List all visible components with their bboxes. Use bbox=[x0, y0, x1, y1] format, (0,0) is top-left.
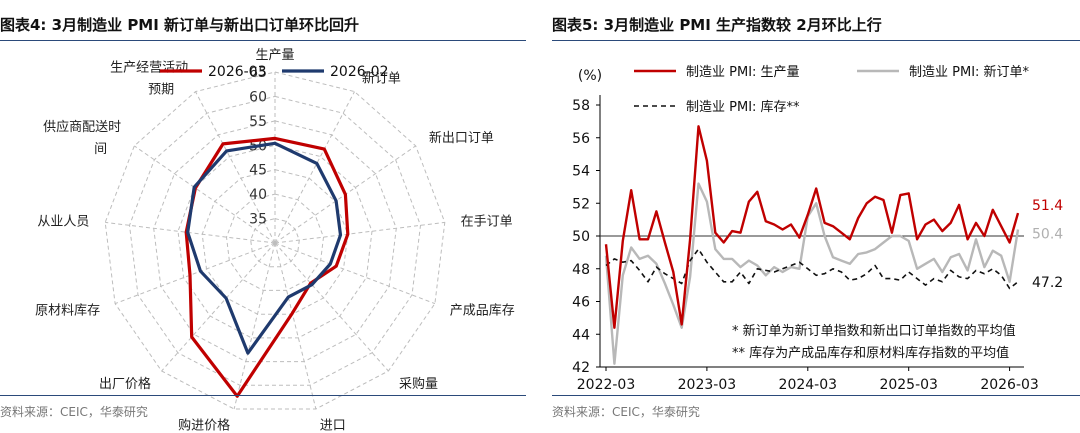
radar-axis-label: 采购量 bbox=[399, 376, 438, 392]
radar-axis-label: 购进价格 bbox=[178, 418, 230, 433]
radar-axis-label: 生产量 bbox=[255, 48, 294, 63]
x-tick-label: 2022-03 bbox=[577, 377, 636, 393]
radar-ring-label: 60 bbox=[249, 89, 267, 105]
radar-axis-label: 新出口订单 bbox=[429, 130, 494, 146]
line-legend-label: 制造业 PMI: 库存** bbox=[686, 99, 800, 115]
right-figure-title: 图表5: 3月制造业 PMI 生产指数较 2月环比上行 bbox=[552, 16, 882, 34]
radar-spoke bbox=[274, 242, 389, 372]
series-end-label: 50.4 bbox=[1032, 227, 1063, 243]
radar-axis-label: 新订单 bbox=[362, 70, 401, 86]
radar-legend-label: 2026-02 bbox=[330, 64, 389, 80]
radar-ring-label: 65 bbox=[249, 65, 267, 81]
right-figure-panel: 图表5: 3月制造业 PMI 生产指数较 2月环比上行 42 44 46 48 50 52… bbox=[552, 0, 1080, 433]
x-tick-label: 2024-03 bbox=[779, 377, 838, 393]
y-tick-label: 58 bbox=[572, 98, 590, 114]
radar-axis-label: 供应商配送时间 bbox=[43, 119, 121, 157]
radar-grid-ring bbox=[250, 218, 300, 268]
y-tick-label: 56 bbox=[572, 131, 590, 147]
x-tick-label: 2025-03 bbox=[879, 377, 938, 393]
radar-axis-label: 在手订单 bbox=[461, 215, 513, 230]
radar-grid-ring bbox=[128, 95, 422, 386]
radar-axis-label: 产成品库存 bbox=[450, 302, 515, 318]
radar-chart: 35404550556065生产量新订单新出口订单在手订单产成品库存采购量进口购… bbox=[35, 48, 515, 433]
line-legend-label: 制造业 PMI: 新订单* bbox=[909, 64, 1030, 80]
series-end-label: 47.2 bbox=[1032, 275, 1063, 291]
radar-series-2026-02 bbox=[186, 141, 343, 355]
left-figure-title: 图表4: 3月制造业 PMI 新订单与新出口订单环比回升 bbox=[0, 16, 360, 34]
radar-grid-ring bbox=[153, 120, 397, 363]
line-legend-label: 制造业 PMI: 生产量 bbox=[686, 65, 800, 80]
radar-grid-ring bbox=[104, 71, 446, 410]
right-title-rule bbox=[552, 40, 1080, 41]
radar-axis-label: 生产经营活动预期 bbox=[110, 60, 188, 97]
y-tick-label: 44 bbox=[572, 327, 590, 343]
radar-spoke bbox=[114, 242, 276, 305]
line-series-0 bbox=[604, 125, 1020, 329]
radar-spoke bbox=[105, 221, 276, 244]
left-source-rule bbox=[0, 395, 526, 396]
radar-ring-label: 55 bbox=[249, 114, 267, 130]
y-axis-unit: (%) bbox=[578, 68, 602, 84]
radar-ring-label: 35 bbox=[249, 212, 267, 228]
x-tick-label: 2026-03 bbox=[980, 377, 1038, 393]
radar-axis-label: 从业人员 bbox=[37, 215, 89, 230]
radar-ring-label: 40 bbox=[249, 187, 267, 203]
radar-spoke bbox=[195, 91, 276, 244]
radar-ring-label: 45 bbox=[249, 163, 267, 179]
line-chart: 42 44 46 48 50 52 54 56 58 (%) 2022-03 2023-03 2024-… bbox=[572, 64, 1063, 393]
y-tick-label: 46 bbox=[572, 295, 590, 311]
radar-grid-ring bbox=[201, 169, 349, 315]
radar-legend-label: 2026-03 bbox=[208, 64, 267, 80]
radar-spoke bbox=[274, 221, 445, 244]
y-tick-label: 48 bbox=[572, 262, 590, 278]
y-tick-label: 52 bbox=[572, 196, 590, 212]
left-source-note: 资料来源：CEIC，华泰研究 bbox=[0, 405, 148, 419]
radar-spoke bbox=[161, 242, 276, 372]
radar-axis-label: 原材料库存 bbox=[35, 302, 100, 318]
right-source-rule bbox=[552, 395, 1080, 396]
left-title-rule bbox=[0, 40, 526, 41]
x-tick-label: 2023-03 bbox=[678, 377, 737, 393]
y-tick-label: 54 bbox=[572, 164, 590, 180]
y-tick-label: 42 bbox=[572, 360, 590, 376]
radar-spoke bbox=[233, 242, 276, 410]
series-end-label: 51.4 bbox=[1032, 198, 1063, 214]
radar-grid-ring bbox=[225, 193, 325, 291]
line-series-1 bbox=[604, 182, 1020, 365]
radar-axis-label: 进口 bbox=[320, 419, 346, 433]
chart-footnote: ** 库存为产成品库存和原材料库存指数的平均值 bbox=[732, 345, 1009, 361]
y-tick-label: 50 bbox=[572, 229, 590, 245]
radar-spoke bbox=[274, 91, 355, 244]
left-figure-panel: 图表4: 3月制造业 PMI 新订单与新出口订单环比回升 35 40 45 50 55 6… bbox=[0, 0, 526, 433]
radar-spoke bbox=[274, 242, 317, 410]
radar-axis-label: 出厂价格 bbox=[99, 376, 151, 392]
radar-spoke bbox=[274, 242, 436, 305]
radar-spoke bbox=[134, 145, 276, 244]
right-source-note: 资料来源：CEIC，华泰研究 bbox=[552, 405, 700, 419]
chart-footnote: * 新订单为新订单指数和新出口订单指数的平均值 bbox=[732, 323, 1016, 339]
